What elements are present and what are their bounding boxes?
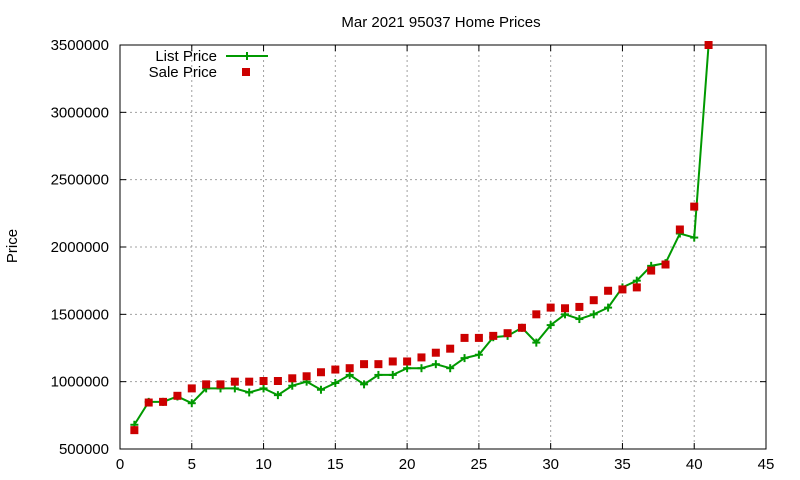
sale-price-point — [159, 397, 168, 406]
sale-price-point — [489, 331, 498, 340]
sale-price-point — [561, 304, 570, 313]
sale-price-point — [417, 353, 426, 362]
list-price-point — [259, 384, 268, 393]
sale-price-point — [130, 426, 139, 435]
list-price-point — [230, 384, 239, 393]
x-tick-label: 40 — [686, 456, 703, 473]
sale-price-point — [242, 68, 250, 76]
x-tick-label: 5 — [188, 456, 196, 473]
sale-price-point — [618, 285, 627, 294]
list-price-point — [316, 385, 325, 394]
list-price-point — [273, 391, 282, 400]
sale-price-point — [632, 283, 641, 292]
x-tick-label: 35 — [614, 456, 631, 473]
sale-price-point — [460, 333, 469, 342]
sale-price-point — [259, 376, 268, 385]
list-price-point — [243, 52, 251, 60]
y-axis-label: Price — [4, 229, 21, 263]
axes: 0 5 10 15 20 25 30 35 40 45 500000 1000000 1500000 20… — [51, 37, 775, 473]
legend-label: List Price — [155, 48, 217, 65]
sale-price-point — [345, 364, 354, 373]
sale-price-point — [446, 344, 455, 353]
x-tick-label: 45 — [758, 456, 775, 473]
sale-price-point — [604, 286, 613, 295]
chart-title: Mar 2021 95037 Home Prices — [341, 14, 540, 31]
sale-price-point — [546, 303, 555, 312]
sale-price-point — [230, 377, 239, 386]
sale-price-point — [589, 296, 598, 305]
sale-price-point — [647, 266, 656, 275]
x-tick-label: 0 — [116, 456, 124, 473]
sale-price-point — [144, 398, 153, 407]
list-price-point — [360, 380, 369, 389]
sale-price-point — [360, 360, 369, 369]
x-tick-label: 10 — [255, 456, 272, 473]
y-tick-label: 3000000 — [51, 104, 109, 121]
list-price-point — [460, 354, 469, 363]
sale-price-point — [173, 391, 182, 400]
list-price-point — [690, 233, 699, 242]
sale-price-point — [690, 202, 699, 211]
sale-price-point — [245, 377, 254, 386]
sale-price-point — [474, 333, 483, 342]
sale-price-point — [517, 323, 526, 332]
list-price-series — [130, 41, 713, 429]
list-price-point — [446, 364, 455, 373]
sale-price-point — [374, 360, 383, 369]
sale-price-point — [202, 380, 211, 389]
sale-price-point — [403, 357, 412, 366]
list-price-point — [403, 364, 412, 373]
list-price-point — [345, 370, 354, 379]
sale-price-point — [331, 365, 340, 374]
y-tick-label: 1000000 — [51, 374, 109, 391]
sale-price-point — [187, 384, 196, 393]
legend-label: Sale Price — [149, 64, 217, 81]
series — [130, 41, 713, 435]
list-price-point — [417, 364, 426, 373]
sale-price-point — [431, 348, 440, 357]
x-tick-label: 20 — [399, 456, 416, 473]
x-tick-label: 30 — [542, 456, 559, 473]
sale-price-point — [675, 225, 684, 234]
x-tick-label: 15 — [327, 456, 344, 473]
list-price-point — [632, 276, 641, 285]
list-price-point — [245, 388, 254, 397]
y-tick-label: 1500000 — [51, 306, 109, 323]
list-price-point — [474, 350, 483, 359]
list-price-point — [575, 315, 584, 324]
y-tick-label: 2500000 — [51, 172, 109, 189]
sale-price-point — [302, 372, 311, 381]
list-price-point — [288, 381, 297, 390]
y-tick-label: 2000000 — [51, 239, 109, 256]
list-price-point — [604, 303, 613, 312]
list-price-point — [589, 310, 598, 319]
sale-price-point — [273, 376, 282, 385]
sale-price-series — [130, 41, 713, 435]
y-tick-label: 3500000 — [51, 37, 109, 54]
sale-price-point — [532, 310, 541, 319]
list-price-point — [331, 379, 340, 388]
sale-price-point — [216, 380, 225, 389]
sale-price-point — [288, 374, 297, 383]
list-price-point — [532, 338, 541, 347]
sale-price-point — [575, 302, 584, 311]
y-tick-label: 500000 — [59, 441, 109, 458]
sale-price-point — [661, 260, 670, 269]
sale-price-point — [388, 357, 397, 366]
list-price-point — [374, 370, 383, 379]
sale-price-point — [316, 368, 325, 377]
sale-price-point — [503, 329, 512, 338]
x-tick-label: 25 — [471, 456, 488, 473]
list-price-point — [431, 360, 440, 369]
sale-price-point — [704, 41, 713, 49]
list-price-point — [187, 399, 196, 408]
list-price-point — [388, 370, 397, 379]
list-price-point — [546, 321, 555, 330]
